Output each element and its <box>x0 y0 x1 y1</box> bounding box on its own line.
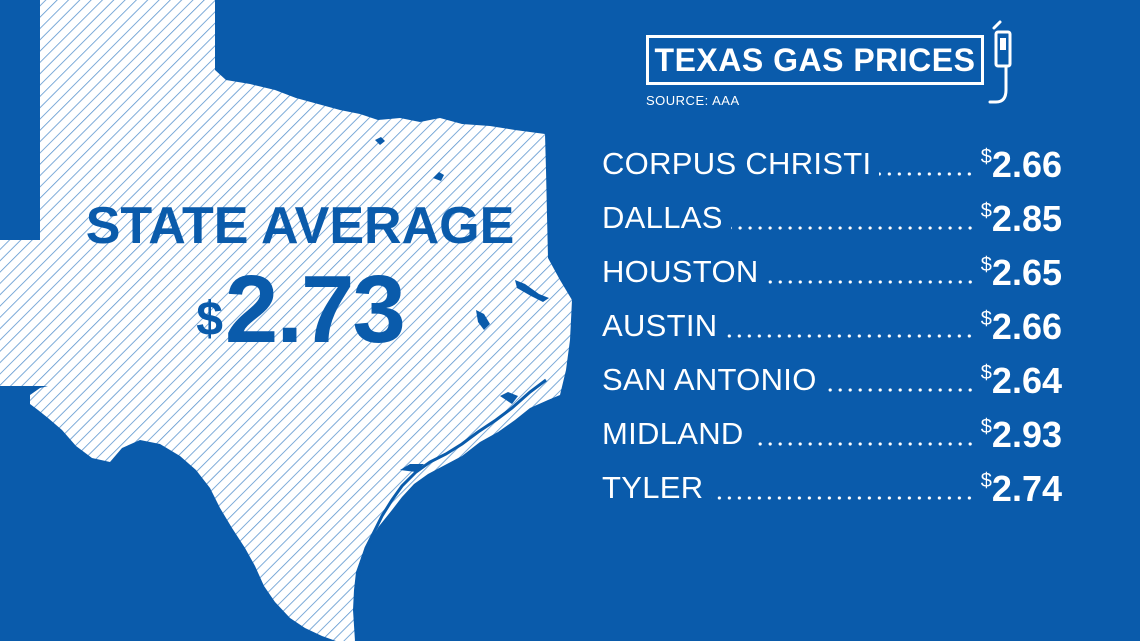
city-name: AUSTIN <box>602 308 718 343</box>
texas-shape <box>0 0 572 641</box>
dot-leader <box>725 334 975 338</box>
price-value: $2.74 <box>981 468 1062 512</box>
gas-pump-icon <box>988 20 1012 104</box>
price-value: $2.65 <box>981 252 1062 296</box>
price-value: $2.93 <box>981 414 1062 458</box>
price-currency: $ <box>980 254 992 276</box>
price-currency: $ <box>980 362 992 384</box>
price-currency: $ <box>980 416 992 438</box>
price-currency: $ <box>980 146 992 168</box>
price-row: TYLER $2.74 <box>602 458 1062 512</box>
price-row: AUSTIN $2.66 <box>602 296 1062 350</box>
page-title: TEXAS GAS PRICES <box>654 41 976 78</box>
price-amount: 2.65 <box>991 252 1062 293</box>
price-amount: 2.64 <box>991 360 1062 401</box>
title-box: TEXAS GAS PRICES <box>646 35 984 85</box>
price-value: $2.64 <box>981 360 1062 404</box>
dot-leader <box>711 496 975 500</box>
dot-leader <box>751 442 975 446</box>
state-average-currency: $ <box>196 293 223 346</box>
source-label: SOURCE: AAA <box>646 93 740 108</box>
city-name: SAN ANTONIO <box>602 362 817 397</box>
price-amount: 2.85 <box>991 198 1062 239</box>
state-average: STATE AVERAGE $2.73 <box>60 196 540 386</box>
dot-leader <box>824 388 975 392</box>
price-amount: 2.74 <box>991 468 1062 509</box>
city-name: HOUSTON <box>602 254 759 289</box>
dot-leader <box>879 172 975 176</box>
lakes <box>375 137 549 472</box>
price-row: SAN ANTONIO $2.64 <box>602 350 1062 404</box>
price-amount: 2.66 <box>991 306 1062 347</box>
price-amount: 2.93 <box>991 414 1062 455</box>
price-list: CORPUS CHRISTI $2.66 DALLAS $2.85 HOUSTO… <box>602 134 1062 512</box>
dot-leader <box>766 280 975 284</box>
dot-leader <box>730 226 975 230</box>
price-row: HOUSTON $2.65 <box>602 242 1062 296</box>
state-average-price: $2.73 <box>60 262 540 386</box>
price-value: $2.66 <box>981 306 1062 350</box>
price-row: DALLAS $2.85 <box>602 188 1062 242</box>
price-row: CORPUS CHRISTI $2.66 <box>602 134 1062 188</box>
city-name: TYLER <box>602 470 704 505</box>
price-value: $2.85 <box>981 198 1062 242</box>
price-currency: $ <box>980 308 992 330</box>
price-row: MIDLAND $2.93 <box>602 404 1062 458</box>
price-amount: 2.66 <box>991 144 1062 185</box>
city-name: DALLAS <box>602 200 723 235</box>
state-average-label: STATE AVERAGE <box>85 197 515 255</box>
price-currency: $ <box>980 470 992 492</box>
coastline <box>356 378 547 641</box>
city-name: MIDLAND <box>602 416 744 451</box>
state-average-value: 2.73 <box>224 256 406 363</box>
price-currency: $ <box>980 200 992 222</box>
price-value: $2.66 <box>981 144 1062 188</box>
city-name: CORPUS CHRISTI <box>602 146 872 181</box>
